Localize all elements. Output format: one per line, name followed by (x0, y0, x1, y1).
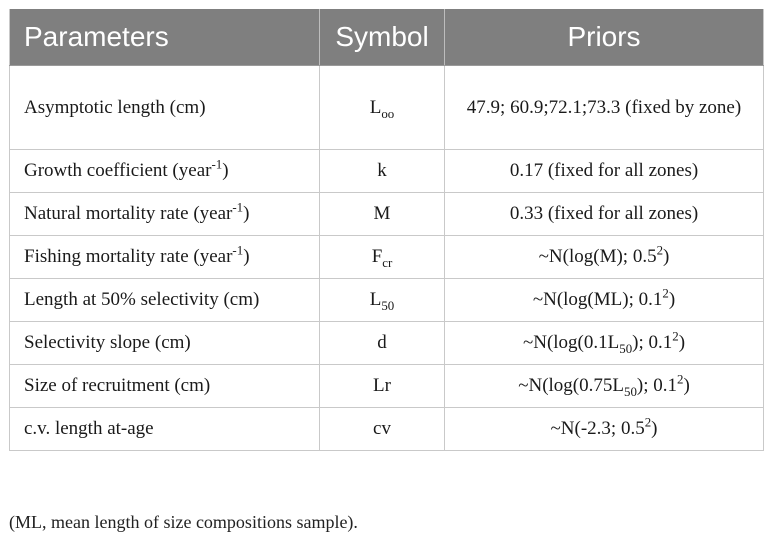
prior-superscript: 2 (644, 414, 652, 430)
prior-text: ~N(log(0.1L (522, 332, 620, 354)
cell-parameter: Natural mortality rate (year-1) (9, 192, 320, 236)
cell-symbol: M (319, 192, 445, 236)
parameter-text: Selectivity slope (cm) (24, 332, 191, 354)
prior-text-mid: ); 0.1 (636, 375, 678, 397)
table-row: Size of recruitment (cm) Lr ~N(log(0.75L50… (9, 364, 764, 408)
table-row: Natural mortality rate (year-1) M 0.33 (fi… (9, 192, 764, 236)
prior-text-end: ) (663, 246, 670, 268)
table-footnote: (ML, mean length of size compositions sa… (9, 512, 358, 532)
cell-prior: ~N(log(M); 0.52) (444, 235, 764, 279)
table-row: Asymptotic length (cm) Loo 47.9; 60.9;72.1… (9, 65, 764, 150)
parameter-suffix: ) (243, 203, 250, 225)
prior-text-end: ) (678, 332, 686, 354)
parameter-text: Size of recruitment (cm) (24, 375, 211, 397)
cell-prior: ~N(log(0.75L50); 0.12) (444, 364, 764, 408)
parameter-text: Asymptotic length (cm) (24, 96, 206, 118)
prior-text: 0.33 (fixed for all zones) (509, 203, 699, 225)
symbol-subscript: cr (382, 254, 393, 270)
table-row: Selectivity slope (cm) d ~N(log(0.1L50); 0… (9, 321, 764, 365)
prior-text-mid: ); 0.1 (632, 332, 673, 354)
table-row: c.v. length at-age cv ~N(-2.3; 0.52) (9, 407, 764, 451)
parameters-table-container: Parameters Symbol Priors Asymptotic leng… (9, 9, 764, 451)
parameter-text: Growth coefficient (year (24, 160, 212, 182)
header-symbol: Symbol (319, 9, 445, 66)
table-row: Fishing mortality rate (year-1) Fcr ~N(log… (9, 235, 764, 279)
cell-parameter: Size of recruitment (cm) (9, 364, 320, 408)
prior-superscript: 2 (662, 285, 669, 301)
symbol-text: L (369, 289, 382, 311)
prior-subscript: 50 (624, 383, 637, 399)
prior-superscript: 2 (656, 242, 664, 258)
cell-symbol: Lr (319, 364, 445, 408)
prior-text-end: ) (683, 375, 690, 397)
parameter-text: Length at 50% selectivity (cm) (24, 289, 260, 311)
cell-symbol: L50 (319, 278, 445, 322)
cell-symbol: d (319, 321, 445, 365)
parameters-table: Parameters Symbol Priors Asymptotic leng… (9, 9, 764, 451)
symbol-text: Lr (373, 375, 391, 397)
prior-text: 0.17 (fixed for all zones) (509, 160, 699, 182)
cell-parameter: Growth coefficient (year-1) (9, 149, 320, 193)
prior-superscript: 2 (672, 328, 679, 344)
symbol-text: F (371, 246, 383, 268)
symbol-text: L (369, 96, 382, 118)
cell-parameter: Selectivity slope (cm) (9, 321, 320, 365)
symbol-subscript: oo (381, 105, 395, 121)
prior-superscript: 2 (677, 371, 684, 387)
cell-prior: ~N(log(0.1L50); 0.12) (444, 321, 764, 365)
prior-text-end: ) (651, 418, 658, 440)
cell-symbol: cv (319, 407, 445, 451)
prior-subscript: 50 (619, 340, 633, 356)
cell-prior: 0.33 (fixed for all zones) (444, 192, 764, 236)
parameter-superscript: -1 (211, 156, 223, 172)
cell-parameter: Asymptotic length (cm) (9, 65, 320, 150)
cell-prior: 47.9; 60.9;72.1;73.3 (fixed by zone) (444, 65, 764, 150)
prior-text: ~N(log(0.75L (518, 375, 624, 397)
table-row: Growth coefficient (year-1) k 0.17 (fixed … (9, 149, 764, 193)
prior-text: ~N(log(M); 0.5 (538, 246, 657, 268)
symbol-text: d (377, 332, 387, 354)
header-parameters: Parameters (9, 9, 320, 66)
symbol-text: k (377, 160, 387, 182)
parameter-superscript: -1 (232, 199, 244, 215)
cell-symbol: Loo (319, 65, 445, 150)
parameter-superscript: -1 (232, 242, 244, 258)
cell-parameter: c.v. length at-age (9, 407, 320, 451)
cell-parameter: Fishing mortality rate (year-1) (9, 235, 320, 279)
parameter-text: Fishing mortality rate (year (24, 246, 233, 268)
cell-symbol: Fcr (319, 235, 445, 279)
cell-prior: ~N(-2.3; 0.52) (444, 407, 764, 451)
table-header-row: Parameters Symbol Priors (9, 9, 764, 66)
parameter-suffix: ) (243, 246, 250, 268)
cell-parameter: Length at 50% selectivity (cm) (9, 278, 320, 322)
prior-text: 47.9; 60.9;72.1;73.3 (fixed by zone) (466, 96, 742, 118)
symbol-text: M (373, 203, 391, 225)
prior-text: ~N(log(ML); 0.1 (532, 289, 663, 311)
parameter-text: Natural mortality rate (year (24, 203, 233, 225)
symbol-subscript: 50 (381, 297, 395, 313)
parameter-text: c.v. length at-age (24, 418, 154, 440)
prior-text-end: ) (668, 289, 676, 311)
table-body: Asymptotic length (cm) Loo 47.9; 60.9;72.1… (9, 65, 764, 451)
prior-text: ~N(-2.3; 0.5 (550, 418, 645, 440)
cell-prior: 0.17 (fixed for all zones) (444, 149, 764, 193)
parameter-suffix: ) (222, 160, 229, 182)
header-priors: Priors (444, 9, 764, 66)
symbol-text: cv (373, 418, 391, 440)
cell-symbol: k (319, 149, 445, 193)
table-row: Length at 50% selectivity (cm) L50 ~N(log(… (9, 278, 764, 322)
cell-prior: ~N(log(ML); 0.12) (444, 278, 764, 322)
